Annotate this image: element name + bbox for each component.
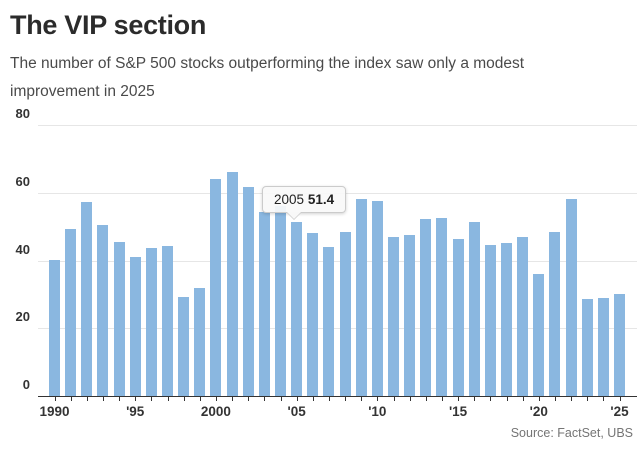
x-tick-2010 <box>377 397 379 401</box>
bar-2009[interactable] <box>355 199 367 396</box>
x-axis-label-2010: '10 <box>368 404 387 419</box>
x-tick-2013 <box>425 397 427 401</box>
x-tick-2018 <box>506 397 508 401</box>
x-axis-line <box>38 396 637 397</box>
source-credit: Source: FactSet, UBS <box>510 426 633 440</box>
x-tick-2006 <box>312 397 314 401</box>
y-axis-label-40: 40 <box>15 241 30 257</box>
y-axis-label-20: 20 <box>15 309 30 325</box>
x-tick-2012 <box>409 397 411 401</box>
bar-2004[interactable] <box>275 205 286 396</box>
x-tick-1990 <box>54 397 56 401</box>
bar-1994[interactable] <box>113 241 125 396</box>
bar-2013[interactable] <box>420 219 432 396</box>
bar-1993[interactable] <box>97 224 109 396</box>
bar-2000[interactable] <box>210 178 222 396</box>
x-tick-1991 <box>70 397 72 401</box>
x-axis-label-1995: '95 <box>126 404 145 419</box>
bar-2025[interactable] <box>614 294 625 396</box>
x-tick-2011 <box>393 397 395 401</box>
x-tick-2007 <box>328 397 330 401</box>
x-tick-2021 <box>554 397 556 401</box>
x-tick-2016 <box>474 397 476 401</box>
bar-2024[interactable] <box>597 297 609 396</box>
gridline-80 <box>38 125 637 126</box>
bar-1996[interactable] <box>145 248 157 396</box>
x-tick-1996 <box>151 397 153 401</box>
bar-2014[interactable] <box>436 217 448 396</box>
bar-1998[interactable] <box>178 296 190 396</box>
bar-2002[interactable] <box>242 186 254 396</box>
tooltip: 2005 51.4 <box>262 186 347 220</box>
bar-2001[interactable] <box>226 171 238 396</box>
gridline-40 <box>38 260 637 262</box>
x-tick-2014 <box>441 397 443 401</box>
x-axis-label-2015: '15 <box>448 404 468 419</box>
x-tick-2008 <box>345 397 347 401</box>
x-tick-1998 <box>183 397 185 401</box>
x-tick-2003 <box>264 397 266 401</box>
x-tick-2009 <box>361 397 363 401</box>
x-axis-label-2025: '25 <box>610 404 629 419</box>
x-tick-2020 <box>538 397 540 401</box>
tooltip-value: 51.4 <box>307 192 335 207</box>
bar-2008[interactable] <box>339 231 351 396</box>
bar-2015[interactable] <box>452 239 464 396</box>
x-axis-label-2000: 2000 <box>200 404 231 419</box>
bar-2022[interactable] <box>565 198 577 396</box>
x-tick-2023 <box>587 397 589 401</box>
x-tick-2019 <box>522 397 524 401</box>
plot-area <box>38 125 637 396</box>
bar-2020[interactable] <box>533 274 545 396</box>
bar-2003[interactable] <box>258 211 270 396</box>
x-tick-1997 <box>167 397 169 401</box>
gridline-20 <box>38 328 637 330</box>
x-tick-2024 <box>603 397 605 401</box>
bar-2016[interactable] <box>468 221 480 396</box>
x-tick-2001 <box>232 397 234 401</box>
x-tick-2015 <box>458 397 460 401</box>
bar-2010[interactable] <box>371 200 383 396</box>
bar-2018[interactable] <box>501 242 512 396</box>
bar-2019[interactable] <box>517 236 529 396</box>
bar-2006[interactable] <box>307 232 319 396</box>
x-tick-1999 <box>199 397 201 401</box>
bar-1991[interactable] <box>65 229 77 396</box>
x-tick-1993 <box>102 397 104 401</box>
x-tick-2017 <box>490 397 492 401</box>
bar-1995[interactable] <box>129 256 141 396</box>
chart-subtitle: The number of S&P 500 stocks outperformi… <box>10 55 525 100</box>
tooltip-year: 2005 <box>274 192 305 207</box>
x-axis-label-2005: '05 <box>287 404 306 419</box>
bar-1992[interactable] <box>81 201 93 396</box>
x-tick-2004 <box>280 397 282 401</box>
bar-2005[interactable] <box>291 221 303 396</box>
chart-title: The VIP section <box>10 10 207 40</box>
x-tick-2005 <box>296 397 298 401</box>
y-axis-label-0: 0 <box>22 377 30 392</box>
bar-1997[interactable] <box>162 245 173 396</box>
x-tick-2000 <box>215 397 217 401</box>
bar-2023[interactable] <box>581 298 593 396</box>
x-tick-2022 <box>571 397 573 401</box>
x-tick-1995 <box>135 397 137 401</box>
bar-2012[interactable] <box>404 235 416 396</box>
bar-1990[interactable] <box>49 259 60 396</box>
bar-2021[interactable] <box>549 232 561 396</box>
x-tick-1992 <box>86 397 88 401</box>
x-tick-2025 <box>619 397 621 401</box>
x-tick-2002 <box>248 397 250 401</box>
bar-2011[interactable] <box>388 237 399 396</box>
x-tick-1994 <box>119 397 121 401</box>
y-axis-label-80: 80 <box>15 106 30 121</box>
x-axis-label-2020: '20 <box>529 404 548 419</box>
y-axis-label-60: 60 <box>15 173 30 189</box>
bar-2017[interactable] <box>484 244 496 396</box>
bar-2007[interactable] <box>323 247 335 396</box>
x-axis-label-1990: 1990 <box>39 404 70 419</box>
bar-1999[interactable] <box>194 288 206 396</box>
